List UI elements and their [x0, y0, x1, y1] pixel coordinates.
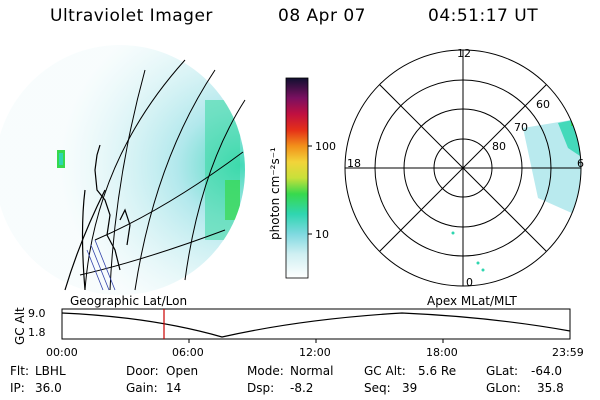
- info-dsp-label: Dsp:: [247, 381, 275, 395]
- geographic-image-panel: [0, 45, 246, 295]
- info-gcalt-value: 5.6 Re: [418, 364, 457, 378]
- info-ip-value: 36.0: [35, 381, 62, 395]
- info-mode-label: Mode:: [247, 364, 284, 378]
- timeline-x-tick-1200: 12:00: [299, 346, 331, 359]
- info-seq-value: 39: [402, 381, 418, 395]
- timeline-x-tick-2359: 23:59: [552, 346, 584, 359]
- info-door-label: Door:: [126, 364, 159, 378]
- geographic-panel-label: Geographic Lat/Lon: [70, 294, 188, 308]
- timeline-x-tick-1800: 18:00: [426, 346, 458, 359]
- lat-label-70: 70: [514, 121, 528, 134]
- apex-panel-label: Apex MLat/MLT: [427, 294, 517, 308]
- lat-label-60: 60: [536, 98, 550, 111]
- info-glat-value: -64.0: [531, 364, 563, 378]
- mlt-label-12: 12: [457, 47, 471, 60]
- info-ip-label: IP:: [10, 381, 25, 395]
- colorbar-tick-10: 10: [315, 228, 329, 241]
- colorbar-unit-label: photon cm⁻²s⁻¹: [268, 147, 282, 240]
- colorbar: [285, 77, 312, 279]
- mlt-label-18: 18: [347, 157, 361, 170]
- time-label: 04:51:17 UT: [428, 6, 539, 26]
- timeline-y-label: GC Alt: [13, 307, 27, 345]
- mlt-label-6: 6: [577, 157, 584, 170]
- info-glon-label: GLon:: [486, 381, 521, 395]
- mlt-label-0: 0: [466, 276, 473, 289]
- timeline-x-tick-0000: 00:00: [46, 346, 78, 359]
- info-filter-label: Flt:: [10, 364, 29, 378]
- info-gain-value: 14: [166, 381, 182, 395]
- info-dsp-value: -8.2: [290, 381, 314, 395]
- info-glon-value: 35.8: [537, 381, 564, 395]
- timeline-y-tick-top: 9.0: [28, 307, 46, 320]
- date-label: 08 Apr 07: [278, 6, 366, 26]
- info-door-value: Open: [166, 364, 199, 378]
- altitude-timeline: [61, 308, 571, 343]
- timeline-y-tick-bottom: 1.8: [28, 326, 46, 339]
- info-mode-value: Normal: [290, 364, 334, 378]
- info-seq-label: Seq:: [364, 381, 391, 395]
- info-filter-value: LBHL: [35, 364, 66, 378]
- info-glat-label: GLat:: [486, 364, 519, 378]
- polar-plot: [344, 49, 582, 287]
- info-gcalt-label: GC Alt:: [364, 364, 406, 378]
- instrument-title: Ultraviolet Imager: [50, 6, 213, 26]
- lat-label-80: 80: [492, 140, 506, 153]
- info-gain-label: Gain:: [126, 381, 158, 395]
- colorbar-tick-100: 100: [315, 140, 336, 153]
- timeline-x-tick-0600: 06:00: [172, 346, 204, 359]
